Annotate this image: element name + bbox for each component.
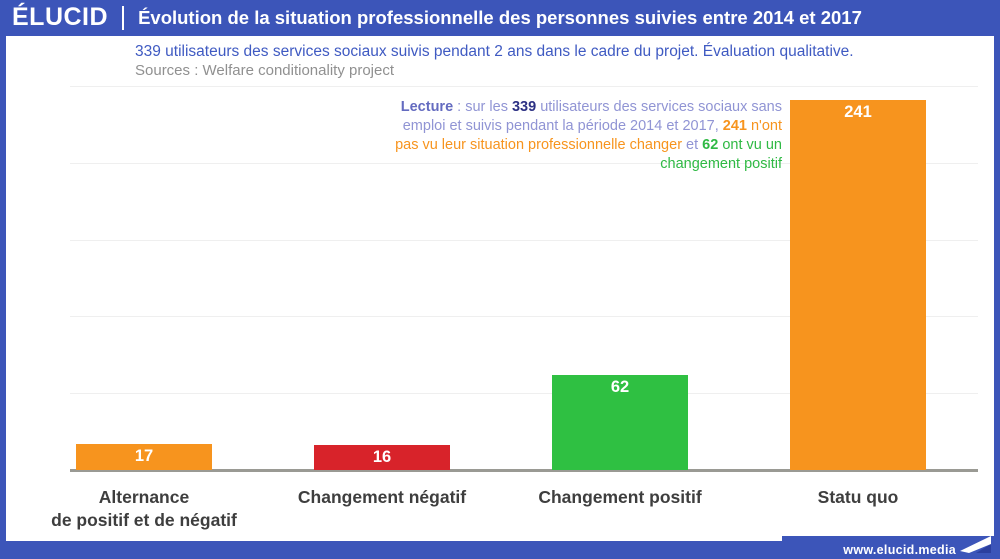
lecture-text: n'ont pas vu leur situation professionne… xyxy=(395,118,782,153)
lecture-text: et xyxy=(686,137,703,153)
lecture-positive-value: 62 xyxy=(702,137,719,153)
elucid-logo-mark-icon xyxy=(960,536,991,553)
lecture-text: utilisateurs des services sociaux sans e… xyxy=(402,99,782,134)
page-title: Évolution de la situation professionnell… xyxy=(138,6,862,28)
lecture-text: ont vu un changement positif xyxy=(660,137,782,172)
chart-subtitle: 339 utilisateurs des services sociaux su… xyxy=(135,43,854,60)
lecture-note: Lecture : sur les 339 utilisateurs des s… xyxy=(382,98,782,174)
footer-url: www.elucid.media xyxy=(843,543,956,557)
header-divider xyxy=(122,6,125,30)
sources-line: Sources : Welfare conditionality project xyxy=(135,62,395,79)
footer-tab xyxy=(782,536,1000,542)
lecture-statu-quo-value: 241 xyxy=(722,118,747,134)
elucid-logo: ÉLUCID xyxy=(12,2,109,31)
lecture-total-value: 339 xyxy=(511,99,537,115)
lecture-text: : sur les xyxy=(453,99,512,115)
header-bar: ÉLUCID Évolution de la situation profess… xyxy=(0,0,1000,36)
footer-bar xyxy=(0,541,1000,559)
lecture-label: Lecture xyxy=(400,99,454,115)
